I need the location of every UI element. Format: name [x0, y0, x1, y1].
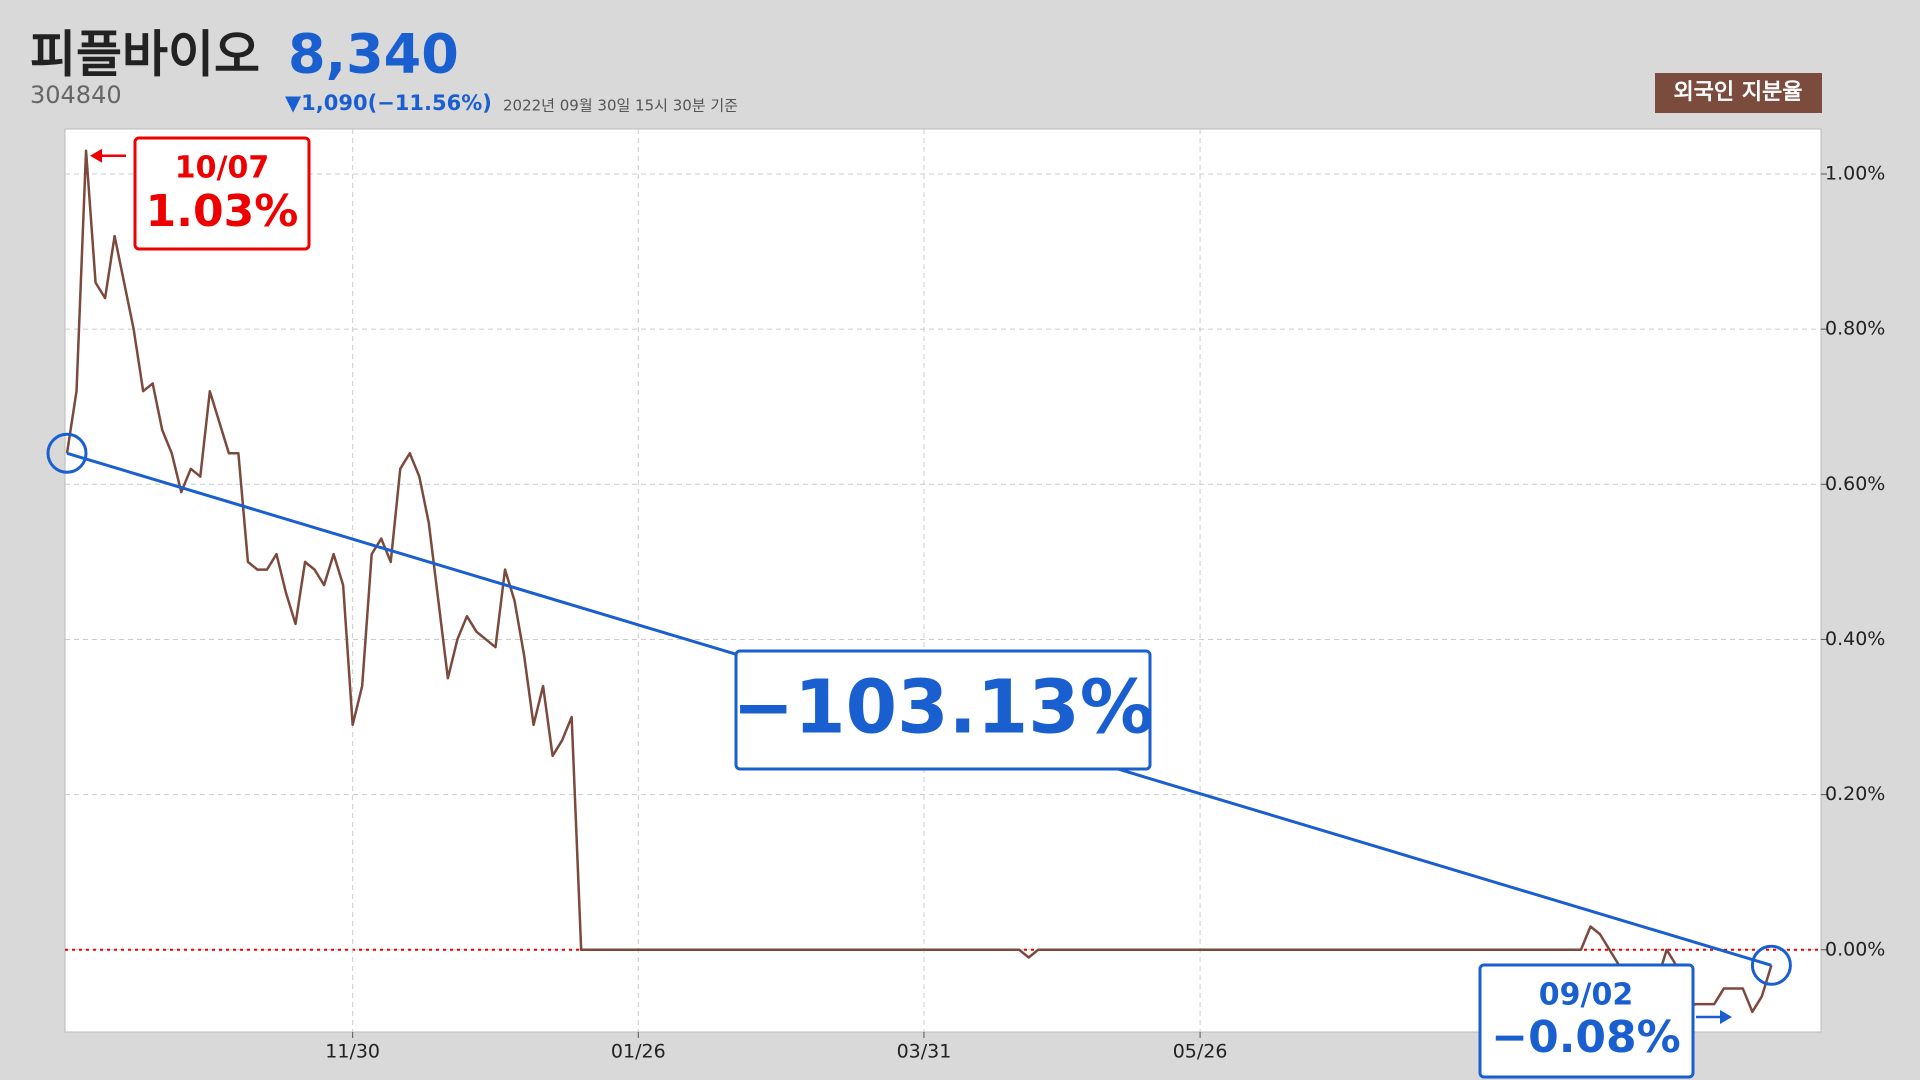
- peak-value: 1.03%: [146, 186, 299, 237]
- x-tick-label: 05/26: [1173, 1041, 1228, 1063]
- end-date: 09/02: [1539, 978, 1633, 1013]
- y-tick-label: 0.40%: [1825, 628, 1885, 650]
- change-value: −103.13%: [732, 665, 1154, 751]
- peak-box: [133, 136, 311, 251]
- end-box: [1478, 963, 1695, 1079]
- y-tick-label: 0.80%: [1825, 318, 1885, 340]
- badge-bg: [1655, 73, 1822, 113]
- peak-arrow-head: [90, 148, 103, 163]
- y-tick-label: 0.20%: [1825, 783, 1885, 805]
- peak-date: 10/07: [175, 151, 269, 186]
- timestamp: 2022년 09월 30일 15시 30분 기준: [503, 97, 738, 115]
- stock-name: 피플바이오: [30, 26, 260, 84]
- trend-start: [46, 432, 88, 474]
- y-tick-label: 0.00%: [1825, 938, 1885, 960]
- stock-code: 304840: [30, 81, 122, 109]
- x-tick-label: 11/30: [325, 1041, 380, 1063]
- end-value: −0.08%: [1491, 1012, 1681, 1063]
- y-tick-label: 0.60%: [1825, 473, 1885, 495]
- series-line: [65, 149, 1773, 1014]
- badge: 외국인 지분율: [1673, 80, 1802, 105]
- y-tick-label: 1.00%: [1825, 162, 1885, 184]
- plot-area: [64, 128, 1822, 1033]
- end-arrow-head: [1720, 1010, 1732, 1024]
- change-box: [734, 649, 1152, 771]
- price: 8,340: [288, 23, 459, 86]
- x-tick-label: 03/31: [897, 1041, 952, 1063]
- trend-end: [1750, 944, 1792, 986]
- x-tick-label: 01/26: [611, 1041, 666, 1063]
- price-change: ▼1,090(−11.56%): [285, 91, 492, 115]
